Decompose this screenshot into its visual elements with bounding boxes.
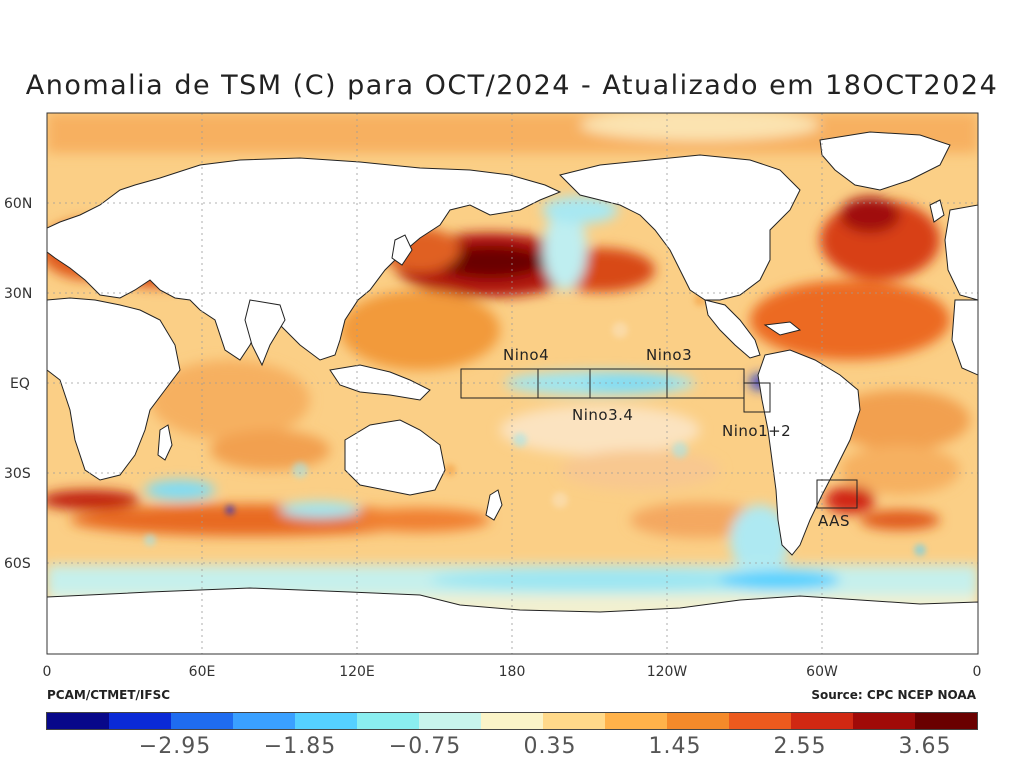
aas-box bbox=[816, 479, 858, 509]
colorbar bbox=[46, 712, 978, 730]
lon-label-60e: 60E bbox=[189, 664, 216, 680]
colorbar-label: −2.95 bbox=[138, 734, 212, 759]
colorbar-segment bbox=[357, 713, 419, 729]
lon-label-60w: 60W bbox=[806, 664, 838, 680]
nino-boxes bbox=[460, 368, 858, 509]
sea-islands-landmass bbox=[329, 364, 431, 401]
japan-landmass bbox=[391, 234, 413, 266]
europe-right-landmass bbox=[944, 204, 978, 301]
colorbar-segment bbox=[233, 713, 295, 729]
aas-label: AAS bbox=[818, 512, 850, 530]
lat-label-30n: 30N bbox=[4, 286, 32, 302]
lon-label-180: 180 bbox=[499, 664, 526, 680]
lon-label-0-left: 0 bbox=[43, 664, 52, 680]
colorbar-segment bbox=[915, 713, 977, 729]
australia-landmass bbox=[344, 419, 446, 496]
colorbar-segment bbox=[729, 713, 791, 729]
north-america-landmass bbox=[559, 154, 801, 301]
map-area bbox=[47, 113, 978, 654]
lon-label-120w: 120W bbox=[647, 664, 688, 680]
map-frame bbox=[46, 112, 979, 655]
caribbean-islands bbox=[763, 321, 802, 336]
colorbar-segment bbox=[543, 713, 605, 729]
lon-label-120e: 120E bbox=[339, 664, 375, 680]
colorbar-label: 2.55 bbox=[773, 734, 827, 759]
nino4-label: Nino4 bbox=[503, 346, 549, 364]
colorbar-label: 3.65 bbox=[898, 734, 952, 759]
lat-label-60n: 60N bbox=[4, 196, 32, 212]
colorbar-segment bbox=[171, 713, 233, 729]
eurasia-landmass bbox=[47, 157, 562, 361]
lat-label-30s: 30S bbox=[4, 466, 31, 482]
colorbar-label: −1.85 bbox=[263, 734, 337, 759]
colorbar-segment bbox=[419, 713, 481, 729]
colorbar-segment bbox=[295, 713, 357, 729]
africa-right-landmass bbox=[951, 299, 978, 376]
colorbar-segment bbox=[481, 713, 543, 729]
map-title: Anomalia de TSM (C) para OCT/2024 - Atua… bbox=[25, 70, 999, 101]
india-landmass bbox=[244, 299, 286, 367]
nino34-label: Nino3.4 bbox=[572, 406, 633, 424]
madagascar-landmass bbox=[157, 424, 173, 461]
colorbar-segment bbox=[605, 713, 667, 729]
central-america-landmass bbox=[704, 299, 761, 359]
continents bbox=[47, 131, 978, 654]
colorbar-label: −0.75 bbox=[388, 734, 462, 759]
colorbar-label: 0.35 bbox=[523, 734, 577, 759]
lat-label-60s: 60S bbox=[4, 556, 31, 572]
nino12-label: Nino1+2 bbox=[722, 422, 791, 440]
colorbar-segment bbox=[667, 713, 729, 729]
colorbar-segment bbox=[853, 713, 915, 729]
uk-landmass bbox=[929, 199, 945, 223]
lat-label-eq: EQ bbox=[10, 376, 30, 392]
credit-right: Source: CPC NCEP NOAA bbox=[811, 688, 976, 702]
colorbar-segment bbox=[109, 713, 171, 729]
south-america-landmass bbox=[757, 349, 861, 556]
antarctica-landmass bbox=[47, 587, 978, 654]
colorbar-segment bbox=[47, 713, 109, 729]
nino3-label: Nino3 bbox=[646, 346, 692, 364]
new-zealand-landmass bbox=[485, 489, 503, 521]
greenland-landmass bbox=[819, 131, 951, 191]
lon-label-0-right: 0 bbox=[973, 664, 982, 680]
colorbar-label: 1.45 bbox=[648, 734, 702, 759]
africa-landmass bbox=[47, 297, 181, 481]
credit-left: PCAM/CTMET/IFSC bbox=[47, 688, 171, 702]
colorbar-segment bbox=[791, 713, 853, 729]
nino12-box bbox=[743, 382, 771, 413]
